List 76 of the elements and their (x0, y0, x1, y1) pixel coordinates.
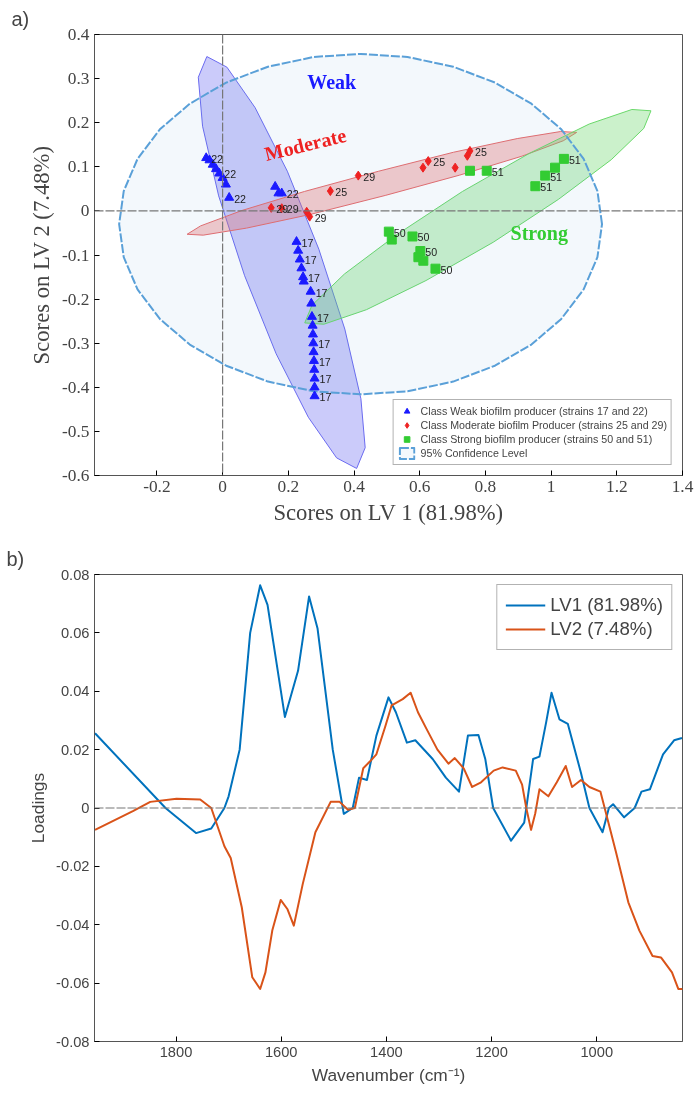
x-axis-title: Scores on LV 1 (81.98%) (273, 499, 504, 525)
x-tick-label: 1000 (580, 1043, 614, 1060)
x-tick-label: 1.2 (605, 476, 628, 496)
x-tick-label: 0.8 (474, 476, 497, 496)
annotation: 17 (318, 338, 331, 351)
annotation: 51 (491, 165, 504, 178)
y-tick-label: 0.2 (67, 113, 90, 133)
x-tick-label: 0.4 (343, 476, 366, 496)
y-tick-label: -0.3 (62, 333, 90, 353)
annotation: 17 (318, 355, 331, 368)
x-tick-label: 0.2 (277, 476, 300, 496)
y-tick-label: 0 (81, 800, 90, 816)
y-tick-label: 0.06 (60, 624, 90, 641)
x-tick-label: 1600 (264, 1043, 298, 1060)
annotation: 25 (474, 145, 487, 158)
x-tick-label: 0.6 (408, 476, 431, 496)
x-tick-label: 0 (218, 476, 227, 496)
annotation: Moderate (262, 123, 349, 165)
annotation: 17 (304, 254, 317, 267)
annotation: 29 (314, 211, 327, 224)
annotation: 17 (319, 373, 332, 386)
annotation: Strong (510, 222, 568, 246)
annotation: 50 (417, 231, 430, 244)
annotation: 25 (335, 186, 348, 199)
y-tick-label: -0.6 (62, 466, 90, 485)
x-tick-label: 1 (546, 476, 556, 496)
y-tick-label: -0.4 (62, 377, 90, 397)
x-tick-label: 1.4 (671, 476, 694, 496)
annotation: 50 (393, 226, 406, 239)
legend-label: Class Moderate biofilm Producer (strains 25 and 29) (420, 418, 667, 432)
y-tick-label: -0.02 (56, 858, 90, 875)
annotation: 50 (425, 246, 438, 259)
annotation: 22 (234, 192, 247, 205)
legend-label: LV2 (7.48%) (550, 617, 653, 641)
x-tick-label: -0.2 (143, 476, 171, 496)
annotation: 17 (308, 272, 321, 285)
text: b) (6, 547, 25, 570)
annotation: 29 (363, 170, 376, 183)
y-axis-title: Scores on LV 2 (7.48%) (29, 146, 55, 365)
annotation: 17 (319, 391, 332, 404)
y-tick-label: 0.02 (60, 741, 90, 758)
x-tick-label: 1400 (370, 1043, 403, 1060)
y-tick-label: 0.1 (67, 157, 90, 177)
x-tick-label: 1200 (475, 1043, 508, 1060)
annotation: 22 (286, 188, 299, 201)
text: a) (11, 7, 30, 30)
y-axis-title: Loadings (28, 772, 49, 844)
y-tick-label: 0.04 (60, 683, 90, 700)
y-tick-label: 0 (80, 201, 90, 221)
x-tick-label: 1800 (159, 1043, 193, 1060)
annotation: Weak (307, 70, 358, 93)
y-tick-label: 0.4 (67, 25, 90, 44)
y-tick-label: -0.2 (62, 289, 90, 309)
annotation: 25 (433, 156, 446, 169)
legend-label: Class Weak biofilm producer (strains 17 and 22) (420, 404, 648, 418)
y-tick-label: -0.1 (62, 245, 90, 265)
annotation: 51 (568, 153, 581, 166)
annotation: 22 (224, 168, 237, 181)
y-tick-label: 0.3 (67, 69, 90, 89)
legend-label: LV1 (81.98%) (550, 593, 663, 617)
y-tick-label: -0.5 (62, 421, 90, 441)
annotation: 17 (315, 286, 328, 299)
legend-label: Class Strong biofilm producer (strains 50 and 51) (420, 432, 653, 446)
annotation: 29 (286, 203, 299, 216)
annotation: 51 (550, 170, 563, 183)
y-tick-label: -0.04 (56, 916, 90, 933)
annotation: 17 (316, 311, 329, 324)
annotation: 50 (440, 263, 453, 276)
y-tick-label: 0.08 (60, 566, 90, 583)
y-tick-label: -0.06 (56, 975, 90, 992)
legend-label: 95% Confidence Level (420, 446, 528, 460)
annotation: 29 (276, 202, 289, 215)
x-axis-title: Wavenumber (cm⁻¹) (311, 1064, 466, 1085)
y-tick-label: -0.08 (56, 1033, 90, 1050)
annotation: 51 (540, 181, 553, 194)
annotation: 17 (301, 236, 314, 249)
